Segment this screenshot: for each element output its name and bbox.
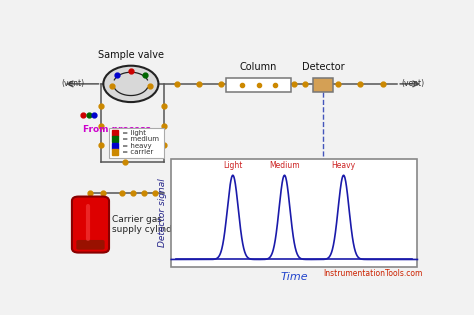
- Text: Medium: Medium: [269, 161, 300, 170]
- Text: InstrumentationTools.com: InstrumentationTools.com: [324, 269, 423, 278]
- Text: (vent): (vent): [61, 79, 84, 89]
- Text: = light: = light: [120, 130, 146, 136]
- Circle shape: [103, 66, 158, 102]
- Text: = medium: = medium: [120, 136, 159, 142]
- FancyBboxPatch shape: [72, 197, 109, 253]
- Text: (vent): (vent): [401, 79, 425, 89]
- FancyBboxPatch shape: [59, 38, 427, 280]
- Text: Time: Time: [281, 272, 308, 282]
- Text: Sample valve: Sample valve: [98, 50, 164, 60]
- FancyBboxPatch shape: [313, 78, 333, 92]
- FancyBboxPatch shape: [76, 240, 105, 250]
- Text: Carrier gas
supply cylinder: Carrier gas supply cylinder: [111, 215, 181, 234]
- FancyBboxPatch shape: [171, 159, 418, 267]
- Text: Column: Column: [240, 62, 277, 72]
- Text: Detector signal: Detector signal: [158, 179, 166, 247]
- Text: Heavy: Heavy: [331, 161, 356, 170]
- Text: = carrier: = carrier: [120, 149, 153, 155]
- Text: = heavy: = heavy: [120, 143, 152, 149]
- FancyBboxPatch shape: [109, 128, 164, 158]
- Text: Light: Light: [223, 161, 243, 170]
- FancyBboxPatch shape: [227, 78, 291, 92]
- Text: From process: From process: [83, 125, 151, 134]
- Text: Detector: Detector: [301, 62, 344, 72]
